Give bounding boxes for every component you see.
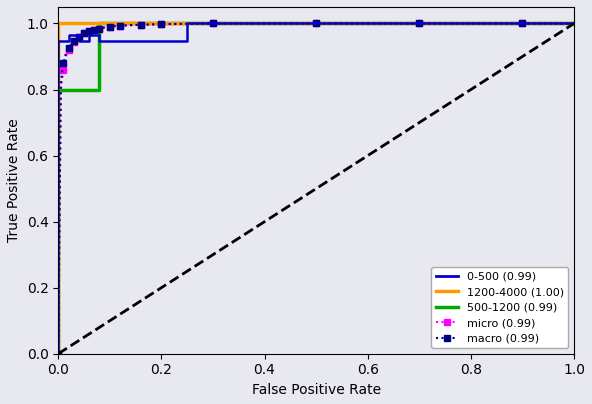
Legend: 0-500 (0.99), 1200-4000 (1.00), 500-1200 (0.99), micro (0.99), macro (0.99): 0-500 (0.99), 1200-4000 (1.00), 500-1200… xyxy=(432,267,568,348)
X-axis label: False Positive Rate: False Positive Rate xyxy=(252,383,381,397)
Y-axis label: True Positive Rate: True Positive Rate xyxy=(7,118,21,242)
